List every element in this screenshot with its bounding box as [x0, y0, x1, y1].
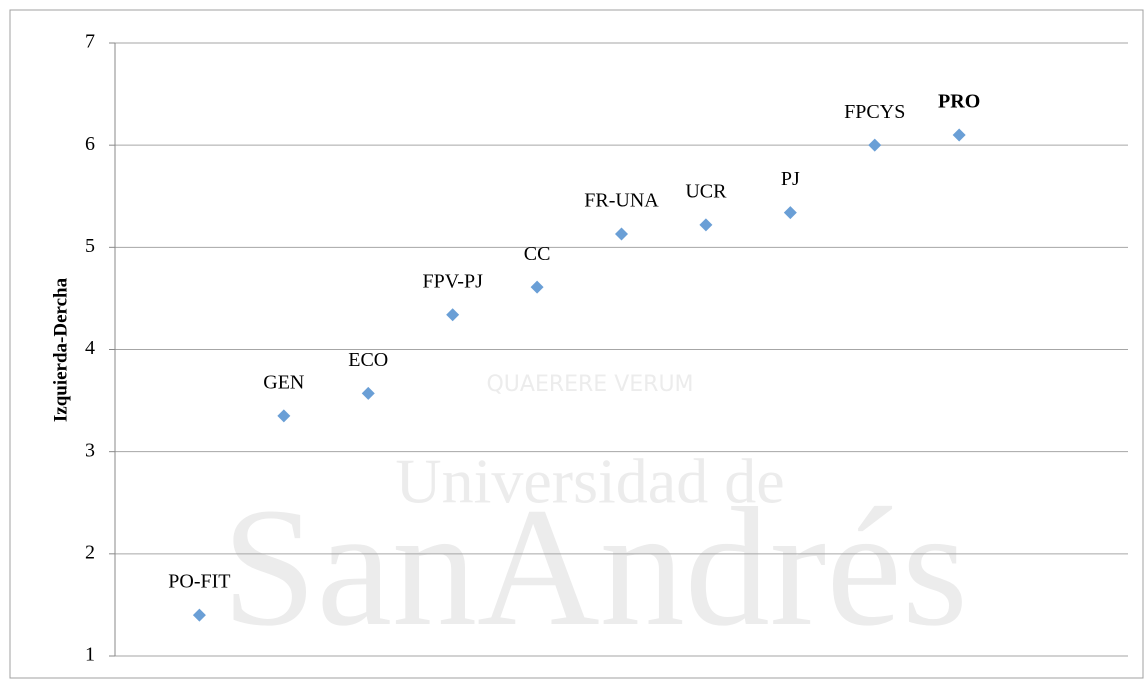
y-tick-label: 5 [85, 235, 95, 257]
point [868, 139, 881, 152]
data-label: ECO [348, 349, 388, 371]
watermark-line2: SanAndrés [222, 473, 968, 661]
chart: QUAERERE VERUM Universidad de SanAndrés … [0, 0, 1144, 679]
watermark-motto: QUAERERE VERUM [486, 372, 693, 397]
point [615, 228, 628, 241]
y-tick-label: 3 [85, 439, 95, 461]
data-label: PJ [781, 168, 800, 190]
data-label: FPCYS [844, 101, 905, 123]
y-tick-label: 1 [85, 644, 95, 666]
data-label: PRO [938, 91, 980, 113]
data-label: UCR [685, 180, 727, 202]
point [362, 387, 375, 400]
data-label: FR-UNA [584, 190, 659, 212]
data-label: PO-FIT [168, 571, 230, 593]
y-axis-label: Izquierda-Dercha [50, 277, 71, 422]
point [953, 128, 966, 141]
y-tick-label: 4 [85, 337, 95, 359]
point [193, 609, 206, 622]
data-label: CC [524, 243, 551, 265]
y-tick-label: 2 [85, 541, 95, 563]
data-label: GEN [263, 372, 304, 394]
point [531, 281, 544, 294]
point [277, 409, 290, 422]
y-tick-label: 7 [85, 31, 95, 53]
data-label: FPV-PJ [422, 270, 483, 292]
point [446, 308, 459, 321]
watermark: QUAERERE VERUM Universidad de SanAndrés [222, 372, 968, 661]
point [699, 218, 712, 231]
point [784, 206, 797, 219]
y-tick-label: 6 [85, 133, 95, 155]
